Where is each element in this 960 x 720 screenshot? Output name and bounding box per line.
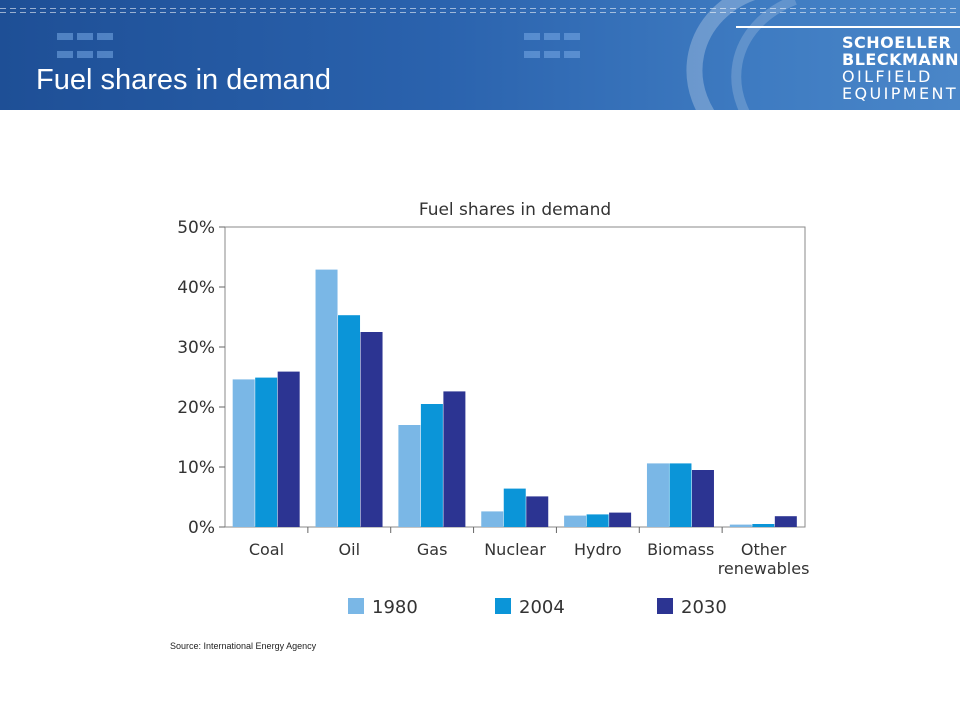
legend-swatch: [657, 598, 673, 614]
bar-2030: [443, 391, 466, 527]
header-band: SCHOELLER BLECKMANN OILFIELD EQUIPMENT F…: [0, 0, 960, 110]
y-tick-label: 50%: [177, 218, 215, 238]
plot-frame: [224, 226, 806, 528]
x-tick-label: Biomass: [647, 540, 714, 559]
legend-swatch: [348, 598, 364, 614]
x-tick-label: Gas: [417, 540, 448, 559]
logo-rule: [736, 26, 960, 28]
bar-2004: [586, 514, 609, 527]
bar-1980: [398, 425, 421, 527]
header-stripe: [0, 12, 960, 13]
bar-1980: [564, 515, 587, 527]
legend-label: 2004: [519, 597, 565, 618]
y-tick-label: 20%: [177, 398, 215, 418]
bar-2030: [609, 512, 632, 527]
logo-line: OILFIELD: [842, 67, 933, 86]
logo-line: EQUIPMENT: [842, 84, 959, 103]
bar-2004: [420, 404, 443, 527]
header-decoration: [522, 28, 582, 64]
bar-2030: [526, 496, 549, 527]
logo-swoosh-icon: [686, 0, 797, 110]
x-tick-label: Other renewables: [718, 540, 810, 578]
legend-label: 2030: [681, 597, 727, 618]
y-tick-label: 40%: [177, 278, 215, 298]
bar-2030: [277, 371, 300, 527]
page-title: Fuel shares in demand: [36, 64, 331, 96]
y-tick-label: 30%: [177, 338, 215, 358]
legend-label: 1980: [372, 597, 418, 618]
bar-1980: [481, 511, 504, 527]
bar-2004: [255, 377, 278, 527]
legend-swatch: [495, 598, 511, 614]
x-tick-label: Coal: [249, 540, 284, 559]
bar-2004: [338, 315, 361, 527]
bar-2030: [774, 516, 797, 527]
chart: Fuel shares in demand 0% 10% 20% 30% 40% 50% Co…: [160, 185, 820, 625]
company-logo: SCHOELLER BLECKMANN OILFIELD EQUIPMENT: [842, 34, 959, 102]
bar-chart: Fuel shares in demand 0% 10% 20% 30% 40% 50% Co…: [177, 200, 810, 618]
y-tick-label: 0%: [188, 518, 215, 538]
x-tick-label: Oil: [339, 540, 360, 559]
bar-2030: [691, 470, 714, 527]
y-tick-label: 10%: [177, 458, 215, 478]
bar-1980: [729, 524, 752, 527]
bar-2030: [360, 332, 383, 527]
bar-1980: [232, 379, 255, 527]
header-stripe: [0, 8, 960, 9]
source-note: Source: International Energy Agency: [170, 641, 317, 651]
x-tick-label: Nuclear: [484, 540, 546, 559]
bar-2004: [752, 524, 775, 527]
bar-1980: [315, 269, 338, 527]
header-decoration: [55, 28, 115, 64]
logo-line: BLECKMANN: [842, 50, 960, 69]
x-tick-label: Hydro: [574, 540, 622, 559]
bar-2004: [669, 463, 692, 527]
logo-line: SCHOELLER: [842, 33, 952, 52]
chart-title: Fuel shares in demand: [419, 200, 611, 220]
bar-1980: [646, 463, 669, 527]
bar-2004: [503, 488, 526, 527]
